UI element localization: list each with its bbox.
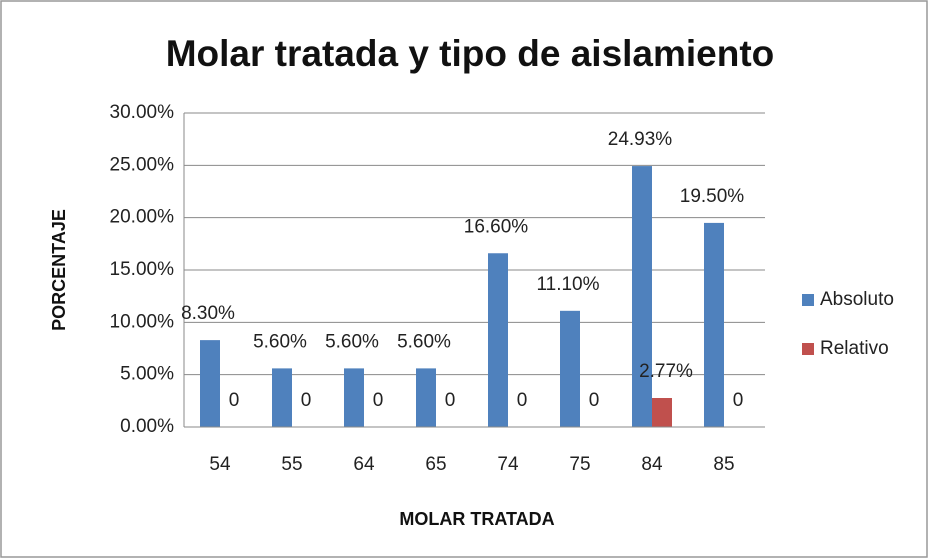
value-label: 0 [301,390,312,411]
value-label: 0 [733,390,744,411]
value-label: 5.60% [253,331,307,352]
legend-label: Absoluto [820,289,894,310]
x-tick-label: 75 [569,454,590,475]
value-label: 0 [373,390,384,411]
x-axis-title: MOLAR TRATADA [399,509,554,529]
value-label: 5.60% [397,331,451,352]
value-label: 0 [445,390,456,411]
x-tick-label: 85 [713,454,734,475]
bar [560,310,580,427]
x-tick-label: 84 [641,454,663,475]
bar [200,340,220,427]
y-tick-label: 10.00% [110,311,175,332]
legend-swatch [802,294,814,306]
bar [704,222,724,427]
value-label: 11.10% [536,274,599,295]
x-tick-label: 64 [353,454,375,475]
y-tick-label: 30.00% [110,102,175,123]
value-label: 16.60% [464,216,529,237]
bar [488,253,508,427]
x-tick-label: 55 [281,454,302,475]
bar [272,368,292,427]
y-axis-title: PORCENTAJE [49,209,69,331]
chart-title: Molar tratada y tipo de aislamiento [166,33,775,74]
legend-label: Relativo [820,338,889,359]
bar [652,398,672,427]
x-tick-label: 74 [497,454,519,475]
value-label: 8.30% [181,303,235,324]
y-tick-label: 15.00% [110,259,175,280]
bar [344,368,364,427]
value-label: 0 [517,390,528,411]
value-label: 24.93% [608,129,673,150]
value-label: 2.77% [639,361,693,382]
bar [632,166,652,428]
y-tick-label: 20.00% [110,207,175,228]
value-label: 0 [229,390,240,411]
y-tick-label: 0.00% [120,416,174,437]
value-label: 0 [589,390,600,411]
x-tick-label: 54 [209,454,231,475]
bar [416,368,436,427]
legend-swatch [802,343,814,355]
y-tick-label: 25.00% [110,154,175,175]
value-label: 19.50% [680,186,745,207]
y-tick-label: 5.00% [120,364,174,385]
value-label: 5.60% [325,331,379,352]
x-tick-label: 65 [425,454,446,475]
